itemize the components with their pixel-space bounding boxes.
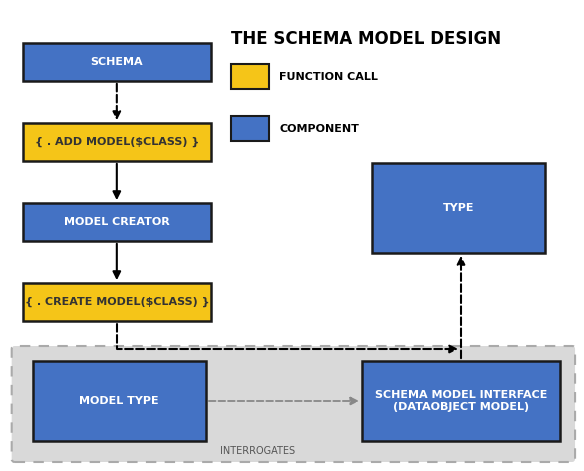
FancyBboxPatch shape	[12, 346, 575, 462]
FancyBboxPatch shape	[23, 203, 211, 241]
FancyBboxPatch shape	[362, 361, 560, 441]
FancyBboxPatch shape	[23, 123, 211, 161]
Text: MODEL CREATOR: MODEL CREATOR	[64, 217, 170, 227]
Text: { . ADD MODEL($CLASS) }: { . ADD MODEL($CLASS) }	[34, 137, 199, 147]
FancyBboxPatch shape	[231, 116, 269, 141]
FancyBboxPatch shape	[23, 43, 211, 81]
Text: SCHEMA: SCHEMA	[91, 57, 143, 67]
Text: FUNCTION CALL: FUNCTION CALL	[280, 72, 378, 82]
Text: MODEL TYPE: MODEL TYPE	[79, 396, 159, 406]
Text: SCHEMA MODEL INTERFACE
(DATAOBJECT MODEL): SCHEMA MODEL INTERFACE (DATAOBJECT MODEL…	[375, 390, 547, 412]
Text: THE SCHEMA MODEL DESIGN: THE SCHEMA MODEL DESIGN	[231, 30, 501, 48]
Text: TYPE: TYPE	[443, 203, 474, 213]
Text: INTERROGATES: INTERROGATES	[220, 446, 296, 456]
FancyBboxPatch shape	[33, 361, 206, 441]
FancyBboxPatch shape	[231, 64, 269, 89]
FancyBboxPatch shape	[372, 163, 545, 253]
Text: COMPONENT: COMPONENT	[280, 124, 359, 134]
FancyBboxPatch shape	[23, 283, 211, 321]
Text: { . CREATE MODEL($CLASS) }: { . CREATE MODEL($CLASS) }	[25, 297, 209, 307]
